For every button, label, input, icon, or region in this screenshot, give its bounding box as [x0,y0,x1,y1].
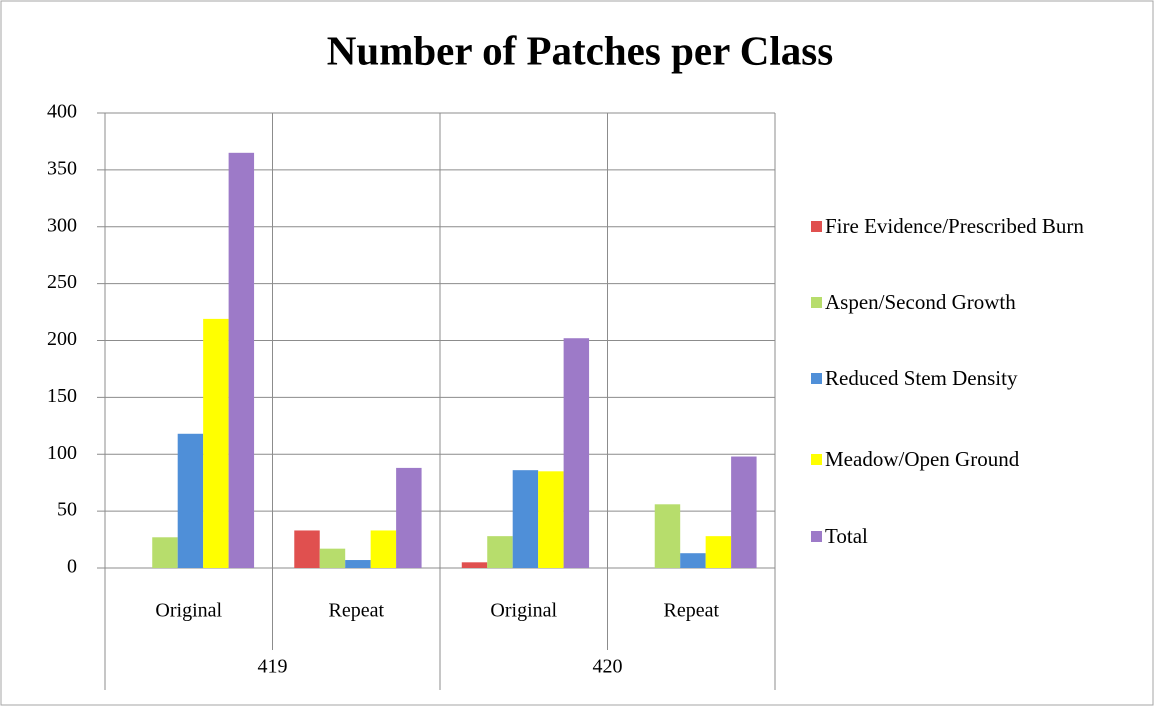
legend-swatch [811,454,822,465]
legend-item: Aspen/Second Growth [811,286,1142,318]
bar [203,318,229,568]
bar [152,537,178,568]
bar [705,536,732,568]
y-tick-label: 400 [47,101,77,123]
legend-swatch [811,221,822,232]
bar [654,504,681,568]
legend-item: Total [811,520,1142,552]
y-tick-label: 350 [47,157,77,179]
bar [228,152,255,568]
x-tick-label: Repeat [328,600,384,622]
y-tick-label: 150 [47,385,77,407]
bar [680,553,706,568]
legend-label: Fire Evidence/Prescribed Burn [825,214,1084,238]
legend-swatch [811,373,822,384]
legend-label: Meadow/Open Ground [825,447,1020,471]
legend-label: Reduced Stem Density [825,366,1018,390]
bar [538,471,564,568]
bar [563,338,590,568]
y-tick-label: 200 [47,328,77,350]
legend-swatch [811,297,822,308]
y-tick-label: 300 [47,214,77,236]
legend-swatch [811,531,822,542]
legend-item: Fire Evidence/Prescribed Burn [811,210,1142,242]
bar [461,562,488,568]
legend-label: Aspen/Second Growth [825,290,1016,314]
bar [345,560,371,568]
chart-title: Number of Patches per Class [327,27,833,73]
bar [370,530,397,568]
y-tick-label: 100 [47,442,77,464]
bar [319,548,346,568]
legend-label: Total [825,524,868,548]
bar [731,456,757,568]
bar [512,470,539,568]
y-tick-label: 250 [47,271,77,293]
y-tick-label: 0 [67,556,77,578]
bar [487,536,513,568]
x-tick-label: Original [155,600,222,622]
bar [396,467,422,568]
x-tick-label: Repeat [663,600,719,622]
legend-item: Reduced Stem Density [811,362,1142,394]
bar [294,530,320,568]
bar [177,433,204,568]
y-tick-label: 50 [57,499,77,521]
group-label: 420 [593,656,623,678]
x-tick-label: Original [490,600,557,622]
group-label: 419 [258,656,288,678]
legend-item: Meadow/Open Ground [811,443,1142,475]
